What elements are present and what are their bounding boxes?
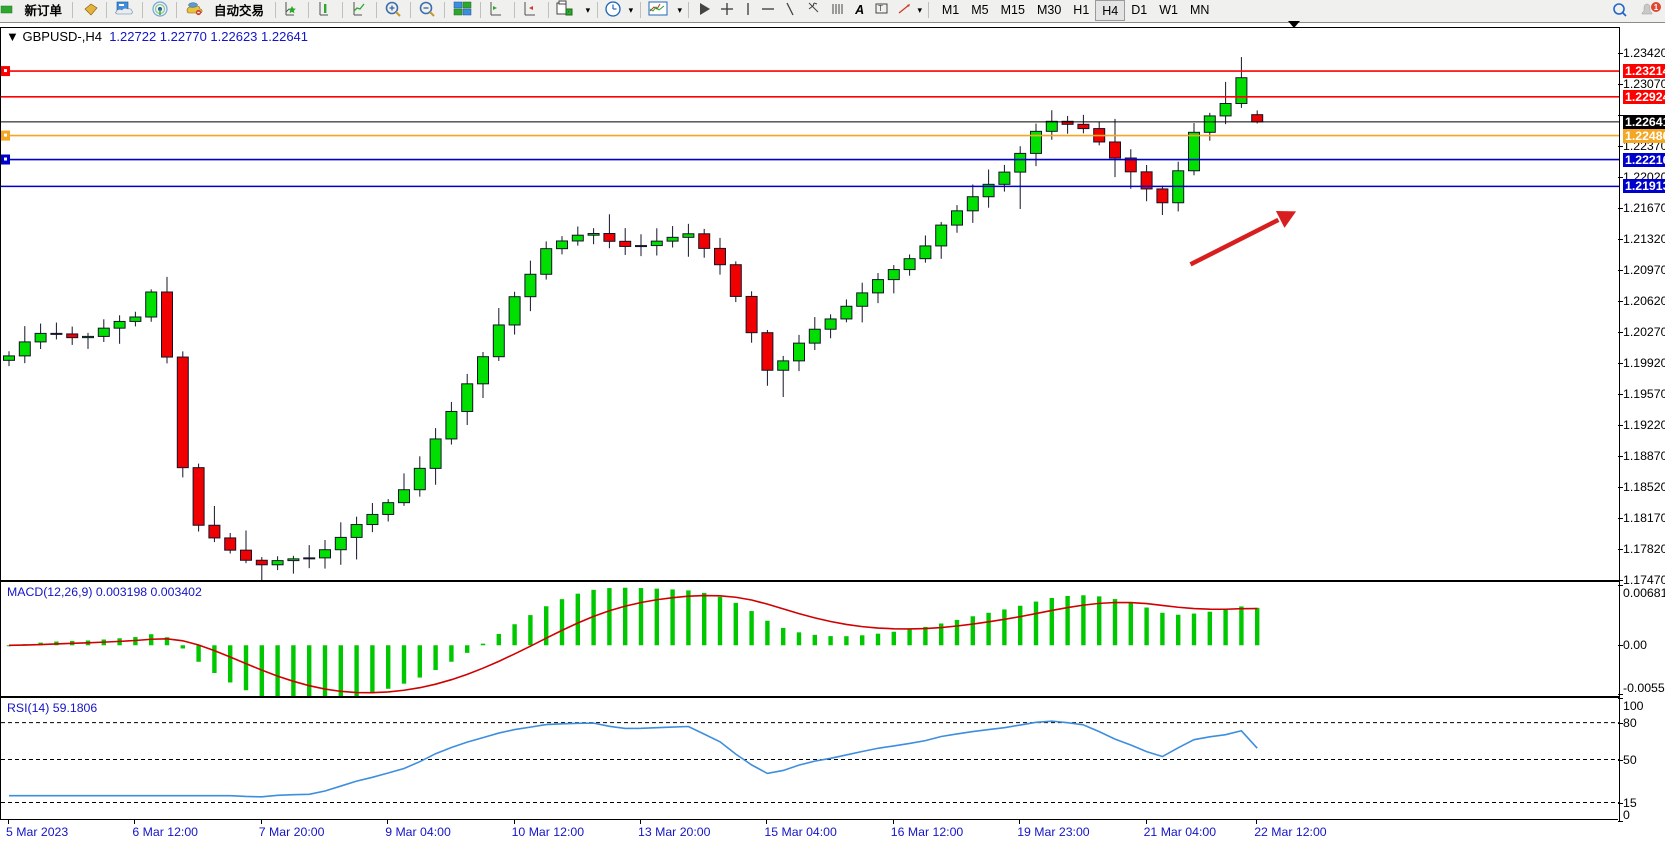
- svg-text:T: T: [878, 4, 883, 13]
- svg-text:1: 1: [1654, 3, 1659, 12]
